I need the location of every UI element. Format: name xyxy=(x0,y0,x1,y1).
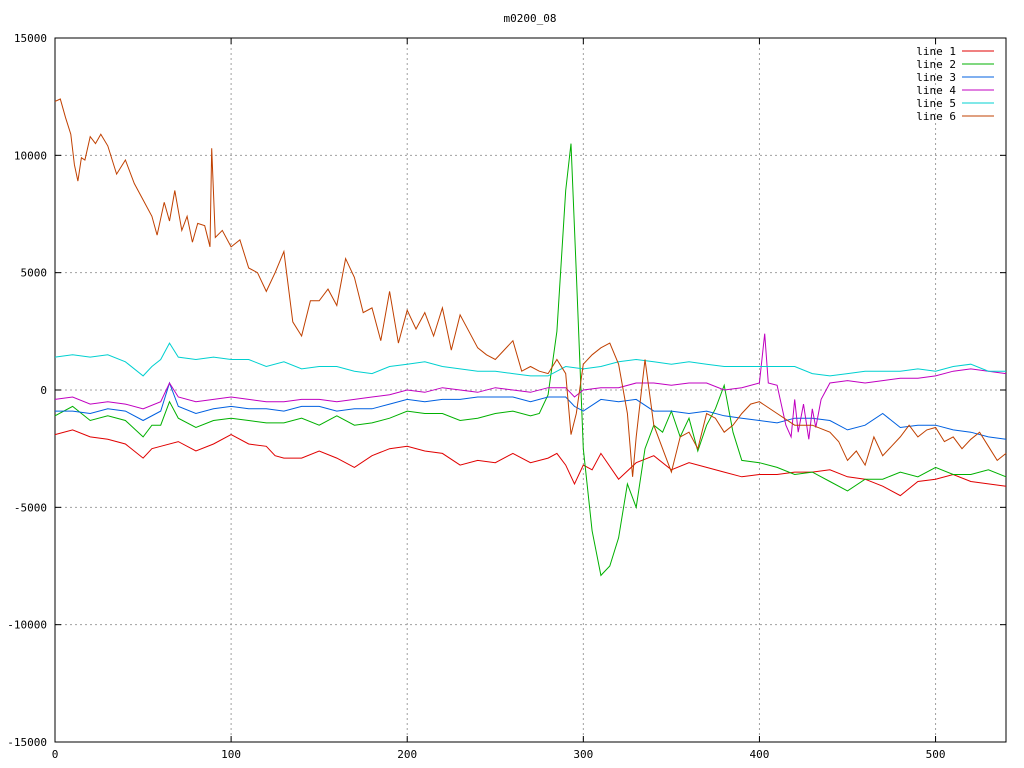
y-tick-label: -10000 xyxy=(7,619,47,632)
series-line-1 xyxy=(54,429,1007,497)
x-tick-label: 500 xyxy=(926,748,946,761)
x-tick-label: 0 xyxy=(52,748,59,761)
y-tick-label: 15000 xyxy=(14,32,47,45)
y-tick-label: -5000 xyxy=(14,501,47,514)
legend-label-4: line 4 xyxy=(916,84,956,97)
y-tick-label: 0 xyxy=(40,384,47,397)
series-line-2 xyxy=(54,143,1007,577)
series-lines xyxy=(54,98,1007,577)
x-tick-label: 100 xyxy=(221,748,241,761)
grid-lines xyxy=(55,38,1006,742)
x-tick-label: 200 xyxy=(397,748,417,761)
legend-label-2: line 2 xyxy=(916,58,956,71)
axis-ticks: 0 100 200 300 400 500 -15000 -10000 -5000 0 5000 10… xyxy=(7,32,1006,761)
x-tick-label: 400 xyxy=(750,748,770,761)
series-line-3 xyxy=(55,381,1007,440)
legend-label-6: line 6 xyxy=(916,110,956,123)
series-line-5 xyxy=(54,342,1006,377)
legend-label-1: line 1 xyxy=(916,45,956,58)
series-line-4 xyxy=(54,333,1007,440)
x-tick-label: 300 xyxy=(573,748,593,761)
legend-label-5: line 5 xyxy=(916,97,956,110)
legend-label-3: line 3 xyxy=(916,71,956,84)
y-tick-label: 10000 xyxy=(14,149,47,162)
y-tick-label: -15000 xyxy=(7,736,47,749)
chart-title: m0200_08 xyxy=(504,12,557,25)
series-line-6 xyxy=(54,98,1007,477)
y-tick-label: 5000 xyxy=(21,267,48,280)
